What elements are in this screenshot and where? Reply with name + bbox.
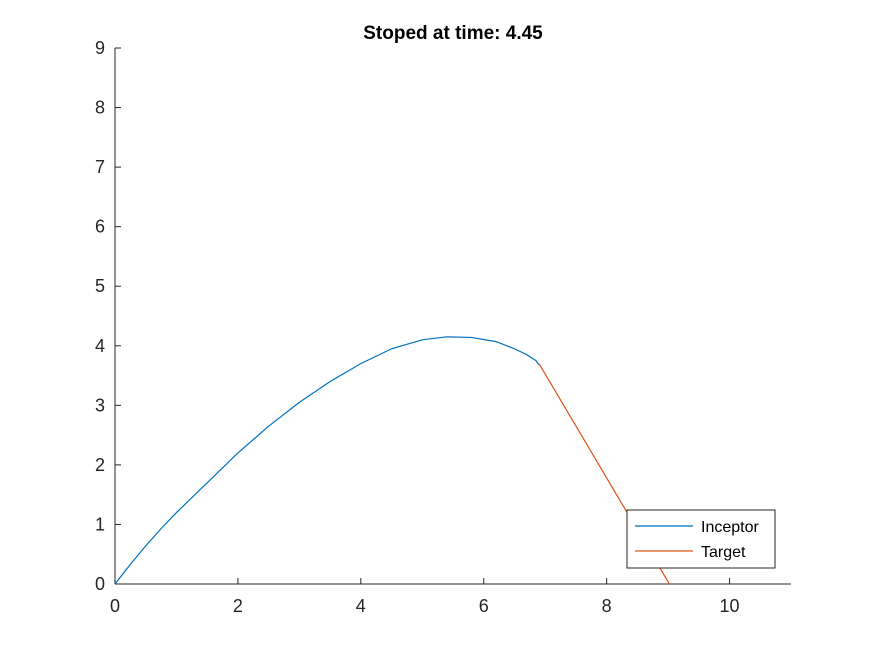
x-tick-label: 8 bbox=[602, 596, 612, 616]
legend-label: Inceptor bbox=[701, 519, 759, 536]
y-tick-label: 7 bbox=[95, 157, 105, 177]
series-layer bbox=[115, 336, 671, 584]
y-tick-label: 4 bbox=[95, 336, 105, 356]
y-tick-label: 2 bbox=[95, 455, 105, 475]
y-tick-label: 0 bbox=[95, 574, 105, 594]
legend: Inceptor Target bbox=[626, 509, 776, 569]
axes bbox=[114, 47, 791, 585]
y-tick-label: 6 bbox=[95, 217, 105, 237]
x-tick-label: 2 bbox=[233, 596, 243, 616]
y-tick-label: 9 bbox=[95, 38, 105, 58]
legend-label: Target bbox=[701, 544, 746, 561]
chart-title: Stoped at time: 4.45 bbox=[363, 23, 543, 44]
series-line-inceptor bbox=[115, 336, 540, 584]
x-tick-label: 0 bbox=[110, 596, 120, 616]
y-tick-label: 8 bbox=[95, 98, 105, 118]
y-tick-label: 1 bbox=[95, 514, 105, 534]
x-tick-label: 10 bbox=[720, 596, 740, 616]
x-tick-label: 4 bbox=[356, 596, 366, 616]
x-tick-label: 6 bbox=[479, 596, 489, 616]
labels-layer: Stoped at time: 4.45 0 2 4 6 8 10 0 1 2 3 4 5 6 7 8 9 bbox=[95, 23, 740, 616]
legend-box bbox=[626, 509, 776, 569]
y-tick-label: 5 bbox=[95, 276, 105, 296]
y-tick-label: 3 bbox=[95, 395, 105, 415]
